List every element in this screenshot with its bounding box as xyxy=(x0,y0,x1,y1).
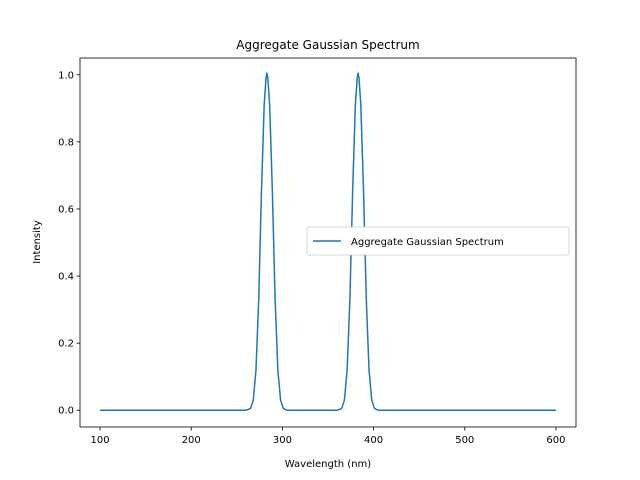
series-layer xyxy=(100,72,556,411)
x-tick-label: 100 xyxy=(91,435,110,446)
y-tick-label: 0.8 xyxy=(58,137,74,148)
x-axis-ticks: 100 200 300 400 500 600 xyxy=(91,427,565,446)
x-tick-label: 300 xyxy=(273,435,292,446)
legend-entry-label: Aggregate Gaussian Spectrum xyxy=(351,237,504,248)
x-tick-label: 600 xyxy=(546,435,565,446)
x-axis-label: Wavelength (nm) xyxy=(285,459,371,470)
legend-box xyxy=(306,226,570,256)
y-tick-label: 1.0 xyxy=(58,70,74,81)
x-tick-label: 200 xyxy=(182,435,201,446)
y-axis-label: Intensity xyxy=(32,220,43,264)
legend: Aggregate Gaussian Spectrum xyxy=(306,226,570,256)
y-tick-label: 0.0 xyxy=(58,406,74,417)
y-tick-label: 0.2 xyxy=(58,339,74,350)
y-tick-label: 0.4 xyxy=(58,272,74,283)
x-tick-label: 500 xyxy=(455,435,474,446)
series-line-0 xyxy=(100,72,556,411)
chart-title: Aggregate Gaussian Spectrum xyxy=(236,38,419,52)
y-axis-ticks: 0.0 0.2 0.4 0.6 0.8 1.0 xyxy=(58,70,80,417)
plot-frame xyxy=(79,57,577,428)
y-tick-label: 0.6 xyxy=(58,204,74,215)
x-tick-label: 400 xyxy=(364,435,383,446)
